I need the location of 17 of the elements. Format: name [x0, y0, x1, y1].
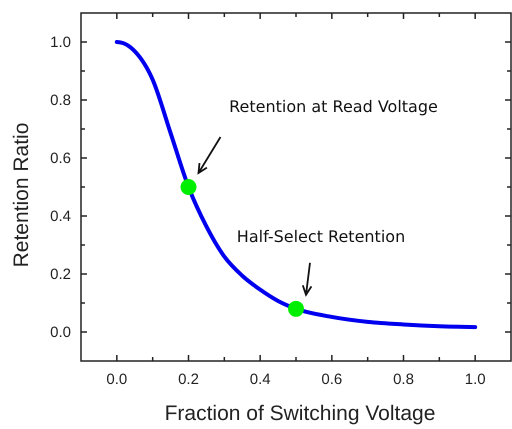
- annotation: Retention at Read Voltage: [229, 97, 438, 116]
- y-tick-label: 0.6: [50, 150, 71, 167]
- x-tick-label: 0.2: [178, 371, 199, 388]
- x-tick-label: 0.6: [321, 371, 342, 388]
- x-tick-label: 1.0: [464, 371, 486, 388]
- y-tick-label: 1.0: [50, 34, 71, 51]
- x-tick-label: 0.8: [393, 371, 414, 388]
- line-series: [114, 40, 478, 330]
- y-tick-label: 0.0: [50, 324, 71, 341]
- annotation: Half-Select Retention: [236, 226, 406, 246]
- y-tick-label: 0.8: [50, 92, 71, 109]
- x-axis-title: Fraction of Switching Voltage: [164, 402, 436, 425]
- y-tick-label: 0.4: [50, 208, 71, 225]
- x-tick-label: 0.4: [250, 371, 271, 388]
- y-tick-label: 0.2: [50, 266, 71, 283]
- y-axis-title: Retention Ratio: [10, 122, 33, 268]
- x-tick-label: 0.0: [106, 371, 128, 388]
